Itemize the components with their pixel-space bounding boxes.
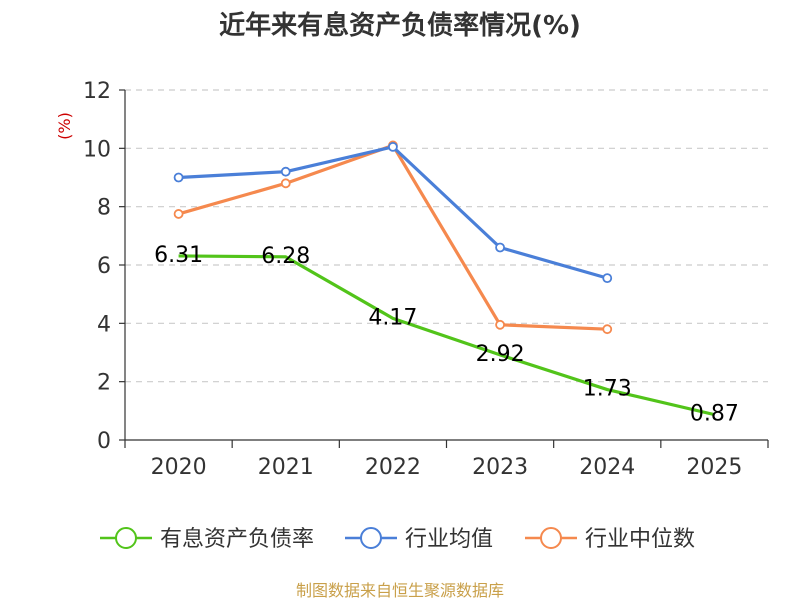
x-tick-label: 2025 xyxy=(686,455,742,480)
data-label: 2.92 xyxy=(476,342,525,367)
data-labels: 6.31 6.28 4.17 2.92 1.73 0.87 xyxy=(154,243,739,427)
data-point xyxy=(280,178,291,189)
data-point xyxy=(495,319,505,330)
data-point xyxy=(602,273,613,284)
y-tick-label: 6 xyxy=(97,254,111,279)
axes xyxy=(119,89,769,448)
y-axis-unit: (%) xyxy=(55,112,74,140)
source-note: 制图数据来自恒生聚源数据库 xyxy=(296,581,504,600)
series-line-0 xyxy=(178,254,715,417)
data-label: 6.28 xyxy=(261,244,310,269)
data-point xyxy=(280,166,291,177)
y-tick-label: 0 xyxy=(97,429,111,454)
legend-item: 有息资产负债率 xyxy=(100,527,314,552)
legend: 有息资产负债率 行业均值 行业中位数 xyxy=(100,527,695,552)
data-label: 1.73 xyxy=(583,377,632,402)
legend-label: 行业中位数 xyxy=(585,527,695,552)
series-line-1 xyxy=(178,145,608,280)
x-tick-label: 2023 xyxy=(472,455,528,480)
x-tick-label: 2020 xyxy=(151,455,207,480)
data-label: 4.17 xyxy=(368,305,417,330)
gridlines xyxy=(125,89,768,383)
data-label: 6.31 xyxy=(154,243,203,268)
y-tick-label: 4 xyxy=(97,312,111,337)
x-tick-labels: 2020 2021 2022 2023 2024 2025 xyxy=(151,455,743,480)
x-tick-label: 2021 xyxy=(258,455,314,480)
y-tick-label: 2 xyxy=(97,371,111,396)
y-tick-label: 10 xyxy=(83,137,111,162)
legend-item: 行业中位数 xyxy=(525,527,695,552)
legend-item: 行业均值 xyxy=(345,527,493,552)
y-tick-labels: 0 2 4 6 8 10 12 xyxy=(83,79,111,454)
legend-swatch-marker xyxy=(115,527,137,549)
x-tick-label: 2024 xyxy=(579,455,635,480)
data-point xyxy=(602,324,613,335)
legend-label: 行业均值 xyxy=(405,527,493,552)
data-point xyxy=(173,209,184,219)
data-point xyxy=(173,172,184,183)
data-point xyxy=(495,242,505,253)
legend-swatch-marker xyxy=(360,527,382,549)
legend-label: 有息资产负债率 xyxy=(160,527,314,552)
series-layer xyxy=(173,140,715,417)
data-label: 0.87 xyxy=(690,402,739,427)
data-point xyxy=(388,141,398,152)
y-tick-label: 12 xyxy=(83,79,111,104)
legend-swatch-marker xyxy=(540,527,562,549)
x-tick-label: 2022 xyxy=(365,455,421,480)
y-tick-label: 8 xyxy=(97,196,111,221)
chart-title: 近年来有息资产负债率情况(%) xyxy=(219,10,581,41)
